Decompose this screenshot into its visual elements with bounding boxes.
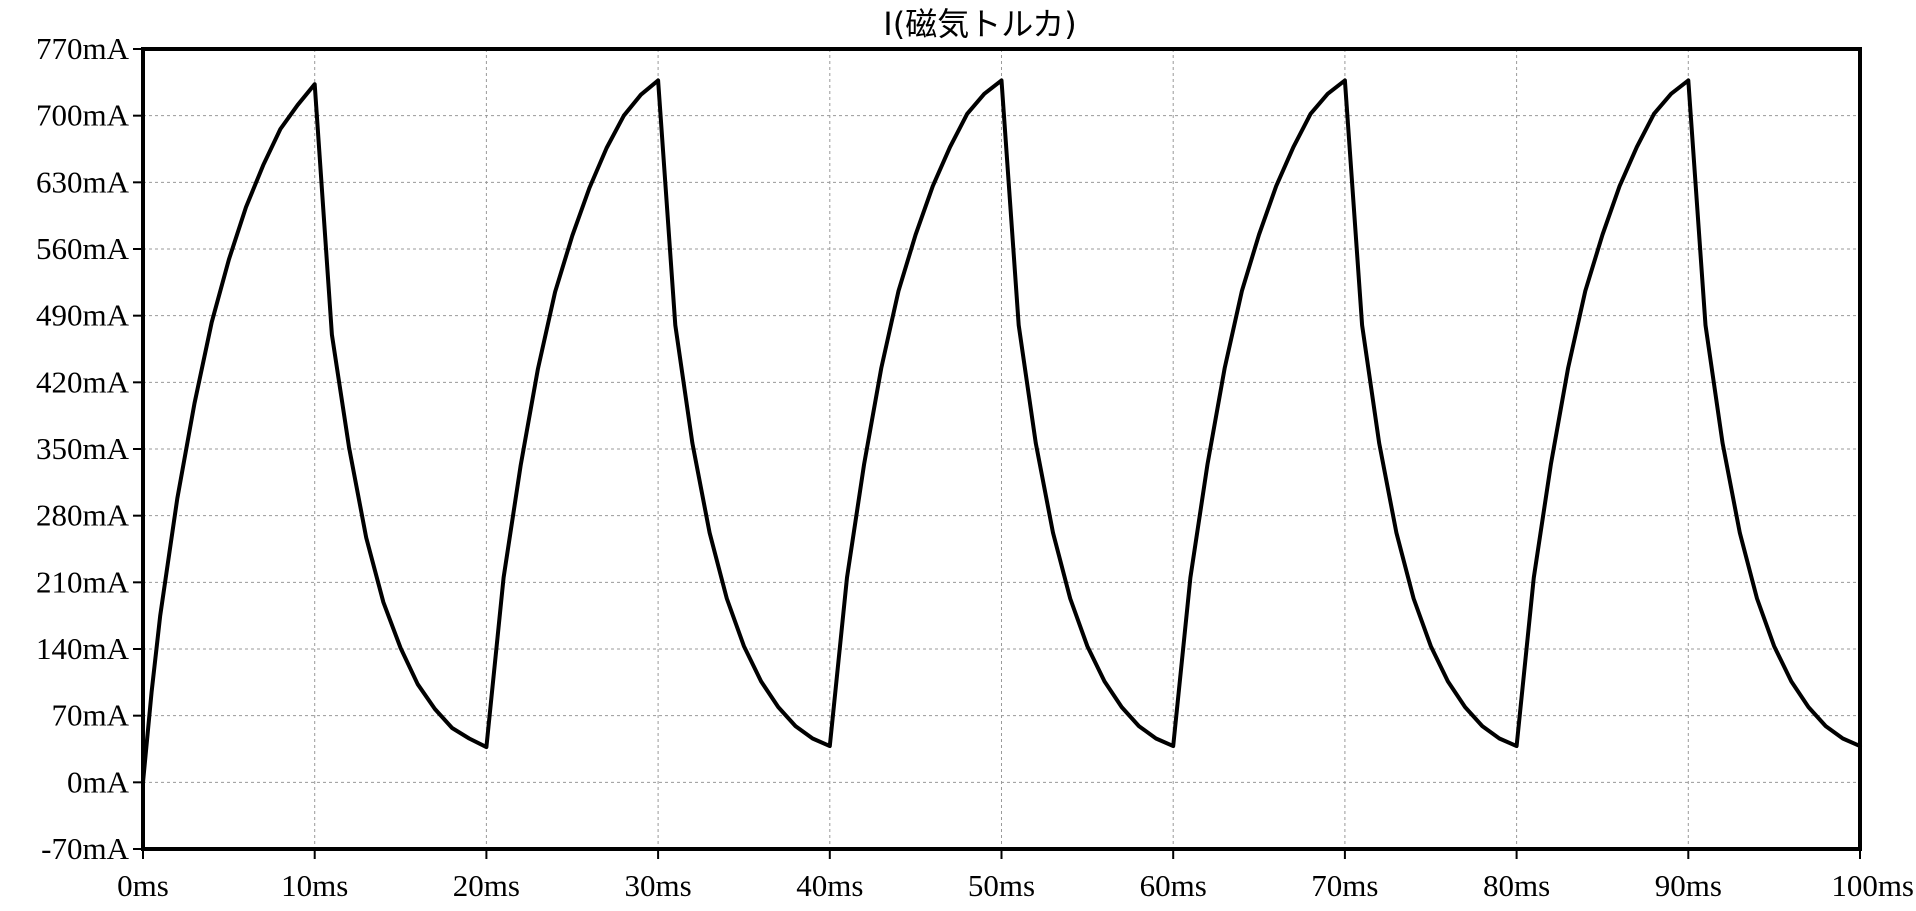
y-tick-label: 280mA bbox=[36, 498, 130, 533]
y-tick-label: 420mA bbox=[36, 364, 130, 399]
x-tick-label: 20ms bbox=[453, 868, 520, 903]
y-tick-label: 210mA bbox=[36, 564, 130, 599]
x-axis-labels: 0ms 10ms 20ms 30ms 40ms 50ms 60ms 70ms 80ms 90ms 1… bbox=[117, 868, 1914, 903]
y-tick-label: 350mA bbox=[36, 431, 130, 466]
x-tick-label: 60ms bbox=[1140, 868, 1207, 903]
axis-ticks bbox=[133, 48, 1861, 859]
series-layer bbox=[141, 78, 1862, 785]
x-tick-label: 40ms bbox=[796, 868, 863, 903]
y-tick-label: 700mA bbox=[36, 98, 130, 133]
x-tick-label: 70ms bbox=[1311, 868, 1378, 903]
y-tick-label: 770mA bbox=[36, 31, 130, 66]
x-tick-label: 0ms bbox=[117, 868, 169, 903]
y-tick-label: 560mA bbox=[36, 231, 130, 266]
x-tick-label: 30ms bbox=[625, 868, 692, 903]
chart-title: I(磁気トルカ) bbox=[883, 5, 1076, 43]
y-tick-label: 140mA bbox=[36, 631, 130, 666]
x-tick-label: 80ms bbox=[1483, 868, 1550, 903]
y-tick-label: 490mA bbox=[36, 298, 130, 333]
y-tick-label: 0mA bbox=[67, 764, 130, 799]
grid bbox=[143, 49, 1860, 849]
y-tick-label: -70mA bbox=[41, 831, 129, 866]
y-axis-labels: -70mA 0mA 70mA 140mA 210mA 280mA 350mA 420mA 490… bbox=[36, 31, 130, 866]
x-tick-label: 100ms bbox=[1831, 868, 1914, 903]
x-tick-label: 10ms bbox=[281, 868, 348, 903]
x-tick-label: 90ms bbox=[1655, 868, 1722, 903]
series-line bbox=[141, 78, 1862, 785]
y-tick-label: 70mA bbox=[52, 698, 130, 733]
x-tick-label: 50ms bbox=[968, 868, 1035, 903]
y-tick-label: 630mA bbox=[36, 164, 130, 199]
plot-frame bbox=[141, 47, 1862, 851]
